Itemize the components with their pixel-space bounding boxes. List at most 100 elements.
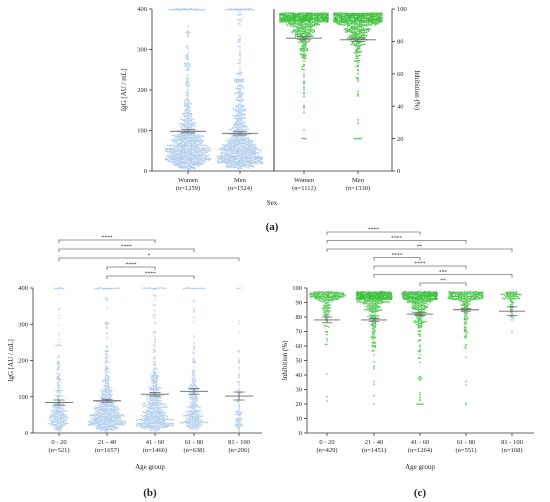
- data-point: [52, 421, 54, 424]
- data-point: [185, 147, 188, 149]
- data-point: [237, 18, 240, 21]
- data-point: [181, 146, 184, 148]
- data-point: [353, 26, 356, 29]
- data-point: [306, 22, 309, 25]
- data-point: [296, 18, 299, 21]
- data-point: [196, 395, 198, 398]
- data-point: [289, 16, 291, 19]
- data-point: [161, 414, 164, 416]
- data-point: [299, 18, 302, 20]
- data-point: [104, 382, 107, 385]
- data-point: [240, 86, 243, 89]
- data-point: [151, 380, 153, 383]
- data-point: [107, 375, 110, 378]
- data-point: [251, 159, 253, 162]
- data-point: [104, 417, 107, 420]
- data-point: [175, 150, 177, 153]
- data-point: [188, 424, 191, 427]
- data-point: [113, 425, 116, 427]
- y-tick-label: 80: [397, 39, 404, 46]
- data-point: [259, 160, 262, 163]
- data-point: [155, 287, 158, 290]
- data-point: [232, 135, 235, 138]
- data-point: [191, 361, 194, 364]
- category-n: (n=1112): [292, 185, 316, 192]
- data-point: [376, 310, 378, 313]
- data-point: [154, 407, 156, 410]
- data-point: [178, 139, 181, 142]
- data-point: [313, 24, 316, 27]
- data-point: [235, 117, 238, 119]
- data-point: [59, 428, 62, 430]
- data-point: [192, 8, 195, 11]
- data-point: [110, 418, 113, 421]
- data-point: [192, 133, 195, 136]
- data-point: [185, 101, 188, 104]
- data-point: [204, 144, 207, 146]
- data-point: [152, 331, 155, 333]
- data-point: [338, 20, 341, 23]
- data-point: [166, 423, 168, 425]
- data-point: [56, 392, 59, 394]
- data-point: [197, 145, 200, 147]
- data-point: [230, 146, 233, 149]
- data-point: [301, 47, 304, 50]
- data-point: [373, 354, 375, 356]
- data-point: [238, 357, 240, 360]
- data-point: [301, 28, 304, 31]
- data-point: [148, 418, 150, 420]
- data-point: [192, 149, 195, 152]
- data-point: [301, 49, 304, 52]
- data-point: [355, 77, 358, 79]
- data-point: [235, 152, 238, 155]
- data-point: [149, 417, 152, 420]
- data-point: [166, 150, 169, 153]
- data-point: [237, 129, 240, 132]
- data-point: [67, 417, 69, 419]
- data-point: [242, 106, 245, 108]
- data-point: [187, 156, 189, 159]
- data-point: [205, 149, 208, 151]
- data-point: [369, 15, 372, 17]
- data-point: [58, 361, 60, 364]
- data-point: [61, 407, 63, 409]
- data-point: [205, 420, 207, 423]
- data-point: [115, 410, 117, 413]
- y-tick-label: 0: [397, 168, 400, 175]
- data-point: [196, 418, 198, 421]
- data-point: [157, 420, 159, 422]
- data-point: [194, 400, 197, 403]
- data-point: [185, 31, 188, 34]
- data-point: [233, 138, 236, 141]
- data-point: [154, 335, 156, 338]
- data-point: [152, 381, 155, 383]
- data-point: [92, 423, 95, 426]
- data-point: [155, 407, 158, 409]
- data-point: [376, 18, 379, 20]
- data-point: [237, 104, 240, 106]
- significance-label: ****: [145, 271, 156, 277]
- data-point: [254, 156, 257, 159]
- data-point: [199, 164, 201, 167]
- data-point: [237, 114, 240, 117]
- data-point: [287, 22, 290, 25]
- panel-label: (b): [143, 487, 157, 499]
- data-point: [94, 416, 96, 419]
- data-point: [197, 147, 200, 149]
- data-point: [155, 396, 158, 398]
- data-point: [183, 102, 186, 105]
- data-point: [238, 388, 240, 390]
- data-point: [145, 395, 147, 397]
- category-n: (n=1524): [228, 185, 252, 192]
- data-point: [237, 87, 240, 90]
- data-point: [157, 377, 159, 380]
- data-point: [196, 412, 198, 415]
- data-point: [155, 386, 158, 389]
- data-point: [244, 114, 247, 116]
- data-point: [315, 24, 317, 26]
- data-point: [312, 295, 315, 298]
- data-point: [192, 151, 195, 154]
- y-axis-title: IgG [AU / mL]: [7, 339, 15, 382]
- data-point: [193, 163, 196, 166]
- data-point: [240, 78, 243, 81]
